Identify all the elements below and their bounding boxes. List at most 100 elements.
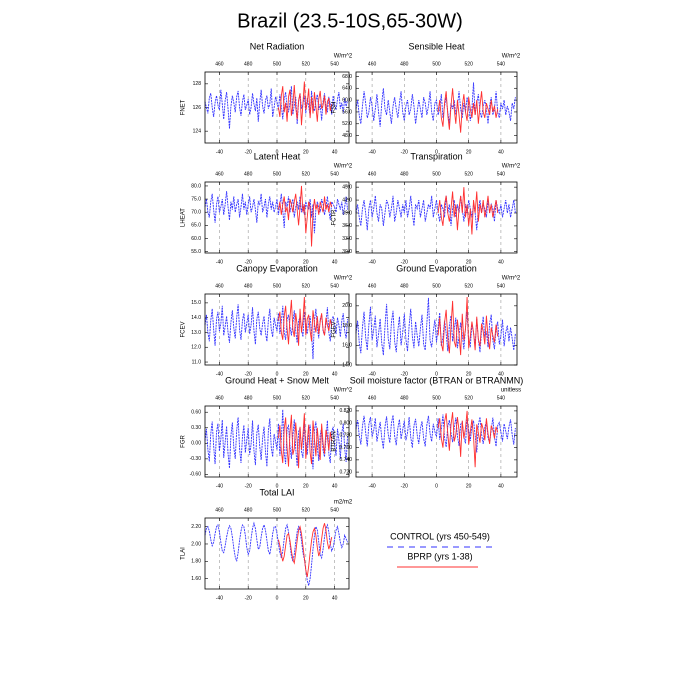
y-tick-label: 128 — [193, 81, 202, 87]
x2-tick-label: 520 — [465, 283, 474, 289]
y-tick-label: 65.0 — [191, 223, 201, 229]
unit-label: W/m^2 — [334, 54, 353, 60]
x2-tick-label: 500 — [432, 61, 441, 67]
x2-tick-label: 540 — [497, 283, 506, 289]
x-tick-label: 20 — [466, 483, 472, 489]
x2-tick-label: 480 — [400, 61, 409, 67]
plot-frame — [204, 517, 350, 590]
y-axis-label: FSH — [332, 102, 338, 114]
x2-tick-label: 460 — [215, 283, 224, 289]
y-tick-label: 39.0 — [342, 210, 352, 216]
x2-tick-label: 540 — [330, 283, 339, 289]
x-tick-label: 40 — [332, 483, 338, 489]
x2-tick-label: 500 — [432, 283, 441, 289]
y-tick-label: 11.0 — [192, 359, 202, 365]
x-tick-label: -40 — [368, 483, 375, 489]
x2-tick-label: 480 — [244, 507, 253, 513]
x-tick-label: 40 — [332, 149, 338, 155]
x-tick-label: 40 — [332, 259, 338, 265]
x-tick-label: -20 — [245, 371, 252, 377]
y-tick-label: 2.20 — [191, 524, 201, 530]
x2-tick-label: 460 — [215, 171, 224, 177]
x-tick-label: -20 — [245, 149, 252, 155]
plot-frame — [204, 181, 350, 254]
x-tick-label: 20 — [466, 371, 472, 377]
x2-tick-label: 540 — [330, 507, 339, 513]
legend-label: CONTROL (yrs 450-549) — [390, 531, 490, 541]
y-tick-label: 75.0 — [191, 196, 201, 202]
x2-tick-label: 480 — [400, 283, 409, 289]
x2-tick-label: 520 — [302, 395, 311, 401]
x-tick-label: -20 — [401, 371, 408, 377]
x2-tick-label: 500 — [432, 395, 441, 401]
y-tick-label: 16.0 — [342, 343, 352, 349]
panel-title: Ground Evaporation — [396, 263, 477, 273]
series-line — [437, 187, 499, 235]
panel-title: Total LAI — [259, 487, 294, 497]
y-axis-label: FCTR — [332, 209, 338, 226]
y-tick-label: 56.0 — [342, 109, 352, 115]
x2-tick-label: 540 — [497, 171, 506, 177]
unit-label: W/m^2 — [502, 54, 521, 60]
y-axis-label: FGEV — [332, 321, 338, 337]
plot-frame — [204, 405, 350, 478]
unit-label: unitless — [501, 388, 521, 394]
plot-frame — [204, 71, 350, 144]
y-tick-label: 48.0 — [342, 133, 352, 139]
x-tick-label: 0 — [276, 483, 279, 489]
x2-tick-label: 540 — [330, 171, 339, 177]
y-tick-label: 0.740 — [339, 457, 352, 463]
x-tick-label: 20 — [303, 595, 309, 601]
x2-tick-label: 480 — [244, 283, 253, 289]
x2-tick-label: 500 — [273, 283, 282, 289]
x-tick-label: 20 — [466, 259, 472, 265]
x-tick-label: 0 — [276, 371, 279, 377]
y-tick-label: 60.0 — [342, 97, 352, 103]
series-line — [278, 523, 333, 577]
y-tick-label: 12.0 — [191, 345, 201, 351]
figure-title: Brazil (23.5-10S,65-30W) — [237, 10, 463, 32]
y-tick-label: 126 — [193, 105, 202, 111]
y-tick-label: 0.820 — [339, 408, 352, 414]
y-tick-label: -0.60 — [190, 472, 202, 478]
y-tick-label: 30.0 — [342, 249, 352, 255]
unit-label: W/m^2 — [502, 276, 521, 282]
x-tick-label: -20 — [245, 483, 252, 489]
unit-label: m2/m2 — [334, 500, 353, 506]
panel-title: Net Radiation — [250, 41, 305, 51]
panel-title: Soil moisture factor (BTRAN or BTRANMN) — [350, 375, 524, 385]
x-tick-label: 20 — [303, 149, 309, 155]
panel-title: Sensible Heat — [408, 41, 465, 51]
y-axis-label: TLAI — [181, 547, 187, 560]
y-tick-label: 18.0 — [342, 323, 352, 329]
x-tick-label: -20 — [245, 259, 252, 265]
x-tick-label: 0 — [435, 259, 438, 265]
x2-tick-label: 460 — [215, 507, 224, 513]
x-tick-label: -20 — [245, 595, 252, 601]
y-tick-label: 52.0 — [342, 121, 352, 127]
x2-tick-label: 520 — [465, 171, 474, 177]
unit-label: W/m^2 — [502, 164, 521, 170]
x-tick-label: -40 — [368, 259, 375, 265]
plot-frame — [355, 405, 518, 478]
series-line — [437, 88, 499, 133]
y-tick-label: 0.800 — [339, 420, 352, 426]
y-tick-label: 20.0 — [342, 303, 352, 309]
y-tick-label: 0.30 — [191, 425, 201, 431]
x2-tick-label: 480 — [244, 171, 253, 177]
y-tick-label: 64.0 — [342, 86, 352, 92]
x-tick-label: 40 — [332, 595, 338, 601]
y-tick-label: 0.760 — [339, 445, 352, 451]
x-tick-label: 20 — [466, 149, 472, 155]
series-line — [355, 82, 516, 127]
x2-tick-label: 520 — [465, 395, 474, 401]
x-tick-label: 0 — [435, 483, 438, 489]
y-tick-label: 68.0 — [342, 74, 352, 80]
x-tick-label: -40 — [368, 371, 375, 377]
y-tick-label: 80.0 — [191, 183, 201, 189]
x2-tick-label: 520 — [465, 61, 474, 67]
panel-title: Canopy Evaporation — [236, 263, 318, 273]
y-tick-label: -0.30 — [190, 456, 202, 462]
x2-tick-label: 540 — [330, 395, 339, 401]
